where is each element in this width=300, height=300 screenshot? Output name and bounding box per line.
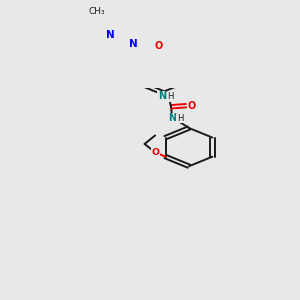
Text: N: N [129,39,138,49]
Text: N: N [158,91,166,101]
Text: N: N [168,113,176,123]
Text: CH₃: CH₃ [88,7,105,16]
Text: O: O [187,101,196,111]
Text: H: H [167,92,174,101]
Text: N: N [106,30,115,40]
Text: O: O [155,41,163,51]
Text: O: O [151,148,159,157]
Text: H: H [177,114,183,123]
